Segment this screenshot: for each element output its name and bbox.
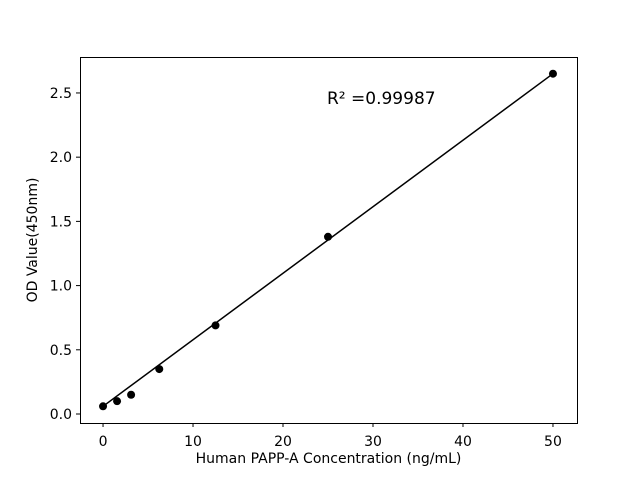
y-tick-label: 2.0	[50, 150, 72, 166]
plot-border	[80, 57, 578, 424]
x-tick-label: 10	[184, 434, 202, 450]
data-point	[211, 321, 220, 330]
data-point	[548, 69, 557, 78]
x-tick-label: 0	[99, 434, 108, 450]
y-axis-label: OD Value(450nm)	[25, 177, 41, 303]
x-tick-label: 30	[364, 434, 382, 450]
x-tick-label: 50	[544, 434, 562, 450]
y-tick-label: 1.0	[50, 279, 72, 295]
y-tick-label: 1.5	[50, 214, 72, 230]
x-tick-label: 40	[454, 434, 472, 450]
data-point	[127, 390, 136, 399]
x-axis-label: Human PAPP-A Concentration (ng/mL)	[195, 451, 462, 467]
data-point	[99, 402, 108, 411]
r-squared-annotation: R² =0.99987	[327, 89, 436, 109]
data-point	[324, 232, 333, 241]
y-tick-label: 0.0	[50, 407, 72, 423]
y-tick-label: 2.5	[50, 86, 72, 102]
data-point	[113, 397, 122, 406]
data-point	[155, 365, 164, 374]
x-tick-label: 20	[274, 434, 292, 450]
y-tick-label: 0.5	[50, 343, 72, 359]
